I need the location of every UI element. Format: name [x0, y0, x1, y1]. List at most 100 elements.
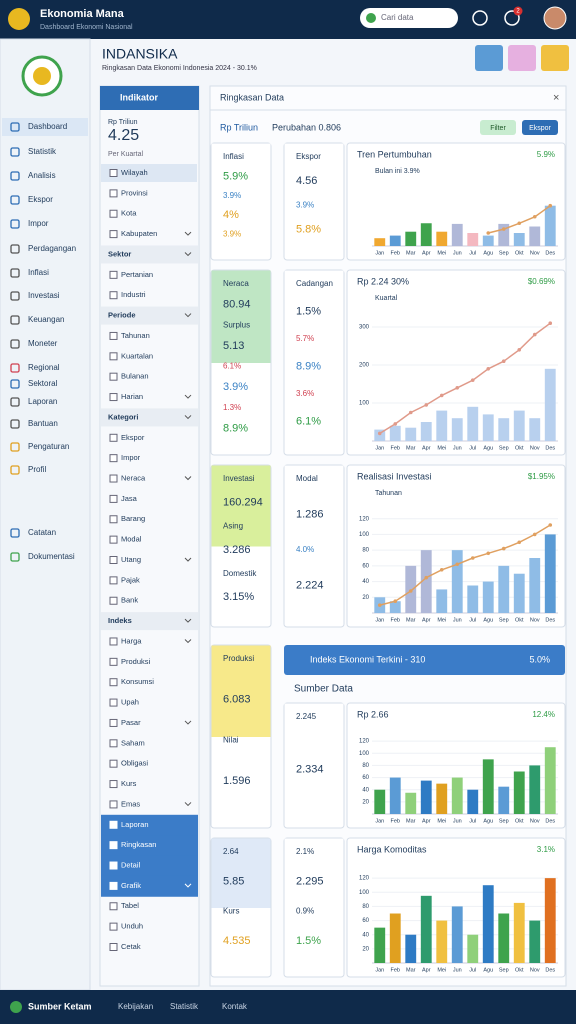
- checkbox[interactable]: [109, 474, 118, 483]
- filter-item[interactable]: Pasar: [121, 718, 141, 727]
- toolbar-button-label[interactable]: Ekspor: [529, 125, 551, 132]
- sidebar-item[interactable]: Pengaturan: [28, 442, 69, 451]
- sidebar-item[interactable]: Investasi: [28, 291, 60, 300]
- checkbox[interactable]: [109, 943, 118, 951]
- filter-item[interactable]: Tabel: [121, 901, 139, 910]
- filter-item[interactable]: Obligasi: [121, 759, 148, 768]
- filter-item[interactable]: Produksi: [121, 657, 151, 666]
- toolbar-button[interactable]: [522, 120, 558, 135]
- filter-item[interactable]: Modal: [121, 535, 142, 544]
- filter-item[interactable]: Wilayah: [121, 168, 148, 177]
- checkbox[interactable]: [109, 637, 118, 646]
- checkbox[interactable]: [109, 352, 118, 361]
- zoom-icon[interactable]: [472, 10, 488, 26]
- checkbox[interactable]: [109, 209, 118, 218]
- view-button[interactable]: [475, 45, 503, 71]
- checkbox[interactable]: [109, 739, 118, 748]
- checkbox[interactable]: [109, 494, 118, 503]
- filter-item[interactable]: Harian: [121, 392, 143, 401]
- filter-item[interactable]: Unduh: [121, 922, 143, 931]
- filter-item[interactable]: Kurs: [121, 779, 137, 788]
- checkbox[interactable]: [109, 922, 118, 931]
- filter-item[interactable]: Ekspor: [121, 433, 145, 442]
- view-button[interactable]: [508, 45, 536, 71]
- checkbox[interactable]: [109, 535, 118, 544]
- sidebar-item[interactable]: Profil: [28, 465, 46, 474]
- sidebar-item[interactable]: Ekspor: [28, 195, 53, 204]
- checkbox[interactable]: [109, 331, 118, 340]
- filter-item[interactable]: Periode: [108, 311, 136, 320]
- filter-item[interactable]: Provinsi: [121, 188, 148, 197]
- checkbox[interactable]: [109, 841, 118, 850]
- filter-item[interactable]: Sektor: [108, 249, 131, 258]
- sidebar-item[interactable]: Keuangan: [28, 315, 64, 324]
- filter-item[interactable]: Pertanian: [121, 270, 153, 279]
- checkbox[interactable]: [109, 433, 118, 442]
- checkbox[interactable]: [109, 169, 118, 177]
- toolbar-button[interactable]: [480, 120, 516, 135]
- sidebar-item[interactable]: Dashboard: [28, 122, 67, 131]
- sidebar-item[interactable]: Bantuan: [28, 419, 58, 428]
- filter-item[interactable]: Kuartalan: [121, 351, 153, 360]
- filter-item[interactable]: Upah: [121, 698, 139, 707]
- sidebar-item[interactable]: Statistik: [28, 147, 57, 156]
- filter-item[interactable]: Bulanan: [121, 372, 149, 381]
- filter-item[interactable]: Grafik: [121, 881, 141, 890]
- checkbox[interactable]: [109, 657, 118, 666]
- filter-item[interactable]: Jasa: [121, 494, 138, 503]
- checkbox[interactable]: [109, 718, 118, 727]
- filter-item[interactable]: Pajak: [121, 575, 140, 584]
- footer-link[interactable]: Kontak: [222, 1002, 248, 1011]
- checkbox[interactable]: [109, 515, 118, 524]
- filter-item[interactable]: Cetak: [121, 942, 141, 951]
- checkbox[interactable]: [109, 270, 118, 279]
- checkbox[interactable]: [109, 556, 118, 564]
- checkbox[interactable]: [109, 454, 118, 463]
- checkbox[interactable]: [109, 902, 118, 911]
- avatar[interactable]: [543, 6, 567, 30]
- toolbar-button-label[interactable]: Filter: [490, 125, 506, 132]
- filter-item[interactable]: Saham: [121, 738, 145, 747]
- filter-item[interactable]: Neraca: [121, 474, 146, 483]
- filter-item[interactable]: Bank: [121, 596, 138, 605]
- sidebar-item[interactable]: Analisis: [28, 171, 56, 180]
- filter-item[interactable]: Kabupaten: [121, 229, 157, 238]
- view-button[interactable]: [541, 45, 569, 71]
- filter-item[interactable]: Detail: [121, 861, 141, 870]
- checkbox[interactable]: [109, 881, 118, 890]
- footer-link[interactable]: Statistik: [170, 1002, 199, 1011]
- sidebar-item[interactable]: Dokumentasi: [28, 552, 75, 561]
- checkbox[interactable]: [109, 698, 118, 707]
- sidebar-item[interactable]: Sektoral: [28, 379, 58, 388]
- checkbox[interactable]: [109, 393, 118, 402]
- sidebar-item[interactable]: Regional: [28, 363, 60, 372]
- filter-item[interactable]: Ringkasan: [121, 840, 156, 849]
- filter-item[interactable]: Industri: [121, 290, 146, 299]
- checkbox[interactable]: [109, 820, 118, 829]
- footer-link[interactable]: Kebijakan: [118, 1002, 153, 1011]
- checkbox[interactable]: [109, 372, 118, 381]
- filter-item[interactable]: Kota: [121, 209, 137, 218]
- notification-icon[interactable]: [504, 10, 520, 26]
- filter-item[interactable]: Konsumsi: [121, 677, 154, 686]
- filter-item[interactable]: Barang: [121, 514, 145, 523]
- filter-item[interactable]: Emas: [121, 799, 140, 808]
- checkbox[interactable]: [109, 780, 118, 789]
- checkbox[interactable]: [109, 861, 118, 870]
- sidebar-item[interactable]: Moneter: [28, 339, 58, 348]
- checkbox[interactable]: [109, 291, 118, 300]
- checkbox[interactable]: [109, 800, 118, 809]
- checkbox[interactable]: [109, 596, 118, 605]
- filter-item[interactable]: Harga: [121, 636, 142, 645]
- close-icon[interactable]: ×: [553, 92, 559, 104]
- sidebar-item[interactable]: Laporan: [28, 397, 57, 406]
- checkbox[interactable]: [109, 759, 118, 768]
- search-box[interactable]: [360, 8, 458, 28]
- filter-item[interactable]: Kategori: [108, 412, 138, 421]
- sidebar-item[interactable]: Inflasi: [28, 268, 49, 277]
- checkbox[interactable]: [109, 678, 118, 687]
- filter-item[interactable]: Utang: [121, 555, 141, 564]
- sidebar-item[interactable]: Impor: [28, 219, 49, 228]
- checkbox[interactable]: [109, 189, 118, 198]
- filter-item[interactable]: Laporan: [121, 820, 149, 829]
